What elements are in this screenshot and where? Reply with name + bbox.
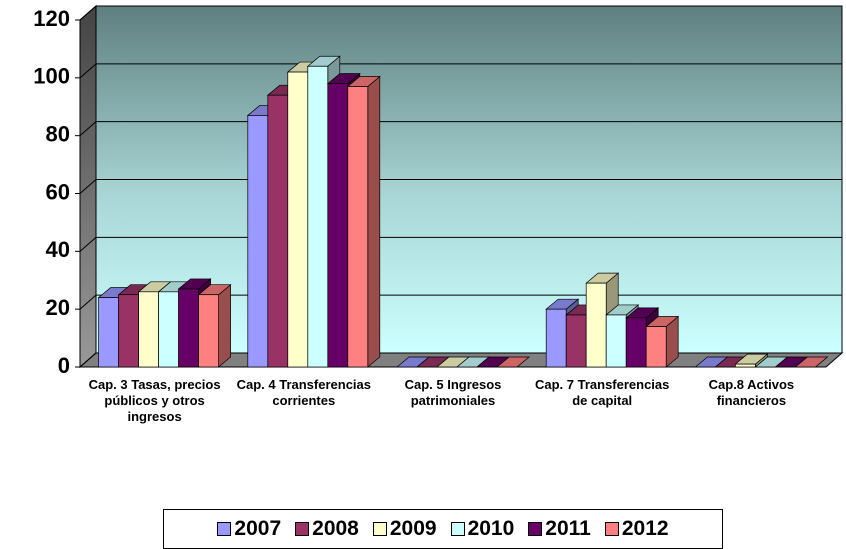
grid-line-side [79, 179, 97, 194]
x-tick-label: Cap. 5 Ingresos patrimoniales [404, 377, 502, 408]
bar-front [735, 363, 756, 368]
bar [734, 353, 769, 368]
legend-label: 2012 [621, 517, 669, 540]
bar-front [645, 326, 667, 368]
chart: 0 20 40 60 80 100 120 [33, 4, 844, 378]
bar-front [267, 94, 289, 368]
bar-front [98, 297, 119, 368]
legend-swatch [295, 522, 310, 536]
grid-line-side [79, 121, 97, 137]
legend-swatch [372, 522, 387, 536]
legend-label: 2011 [545, 517, 591, 540]
legend-swatch [217, 522, 232, 536]
y-tick-label: 20 [46, 295, 70, 320]
legend-swatch [528, 522, 543, 536]
y-tick-label: 40 [46, 237, 70, 262]
bar-front [118, 294, 139, 368]
bar-top [794, 356, 829, 368]
bar-front [347, 86, 369, 368]
y-tick-label: 0 [58, 353, 70, 378]
bar-front [307, 65, 329, 368]
y-tick-label: 80 [46, 121, 70, 146]
legend-label: 2008 [312, 517, 359, 540]
legend-label: 2010 [467, 517, 515, 540]
bar-front [585, 282, 607, 368]
grid-line-side [79, 236, 97, 252]
y-tick-label: 60 [46, 179, 70, 204]
legend-label: 2007 [234, 517, 282, 540]
bar [496, 356, 530, 368]
grid-line-side [79, 294, 97, 310]
bar-front [625, 317, 647, 368]
grid-line-side [79, 352, 97, 368]
y-tick-label: 120 [33, 6, 70, 31]
bar [197, 283, 232, 368]
legend: 2007 2008 2009 2010 2011 2012 [163, 509, 723, 549]
bar-front [545, 308, 567, 368]
bar-front [158, 291, 179, 368]
legend-label: 2009 [389, 517, 437, 540]
bar-front [138, 291, 159, 368]
bar-front [605, 314, 627, 368]
bar-side [367, 75, 381, 368]
bar-front [565, 314, 587, 368]
bar-top [496, 356, 530, 368]
bar-front [287, 71, 309, 368]
legend-item: 2010 [450, 517, 515, 541]
x-tick-label: Cap. 4 Transferencias corrientes [236, 377, 371, 408]
grid-line-side [79, 63, 97, 79]
x-tick-label: Cap.8 Activos financieros [708, 377, 795, 408]
bar [645, 315, 680, 368]
legend-swatch [450, 522, 465, 536]
x-tick-label: Cap. 7 Transferencias de capital [534, 377, 670, 408]
bar-front [327, 83, 349, 368]
legend-item: 2008 [295, 517, 359, 541]
legend-item: 2011 [528, 517, 591, 541]
x-tick-label: Cap. 3 Tasas, precios públicos y otros i… [88, 377, 221, 424]
legend-swatch [604, 522, 619, 536]
legend-item: 2009 [372, 517, 437, 541]
legend-item: 2007 [217, 517, 281, 541]
grid-line-side [79, 5, 97, 21]
bar-front [178, 288, 199, 368]
bar [346, 75, 381, 368]
y-tick-label: 100 [33, 64, 70, 89]
legend-item: 2012 [604, 517, 669, 541]
bar-front [198, 294, 219, 368]
bar-side [218, 283, 231, 368]
bar-front [247, 115, 269, 368]
bar [794, 356, 829, 368]
